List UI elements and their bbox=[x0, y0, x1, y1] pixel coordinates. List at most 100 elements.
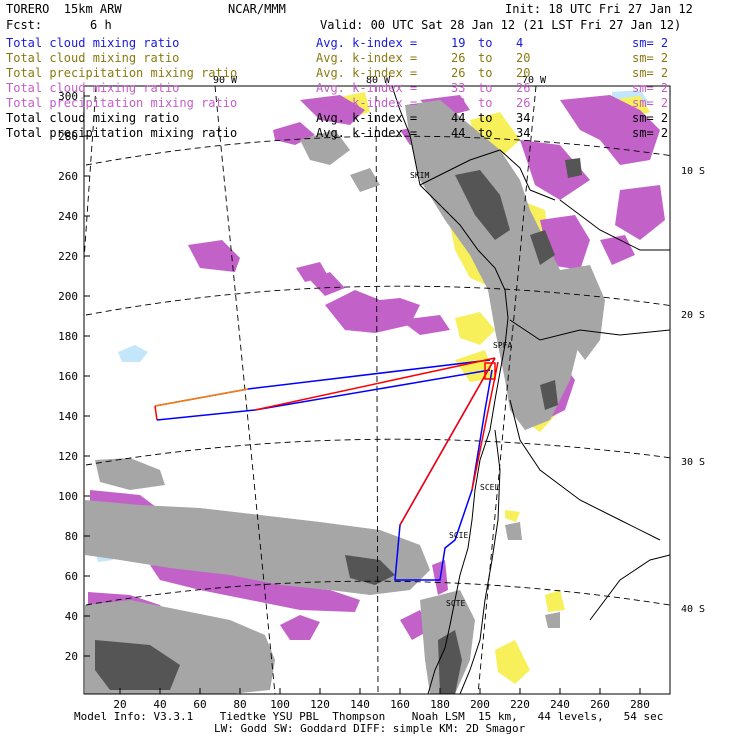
legend-field: Total cloud mixing ratio bbox=[6, 111, 180, 125]
track-red-coastal bbox=[471, 361, 499, 491]
y-tick-label: 20 bbox=[65, 650, 78, 663]
legend-b: 34 bbox=[516, 111, 531, 125]
x-tick-label: 100 bbox=[270, 698, 290, 711]
y-tick-label: 120 bbox=[58, 450, 78, 463]
legend-a: 26 bbox=[451, 66, 466, 80]
lon-label-90w: 90 W bbox=[213, 75, 238, 86]
legend-b: 20 bbox=[516, 66, 531, 80]
legend-sm: sm= 2 bbox=[632, 111, 669, 125]
y-tick-label: 160 bbox=[58, 370, 78, 383]
station-scte: SCTE bbox=[446, 599, 465, 608]
y-tick-label: 140 bbox=[58, 410, 78, 423]
weather-layers bbox=[85, 90, 665, 694]
x-tick-label: 80 bbox=[233, 698, 246, 711]
station-scie: SCIE bbox=[449, 531, 468, 540]
lat-label-10s: 10 S bbox=[681, 166, 705, 177]
legend-sm: sm= 2 bbox=[632, 96, 669, 110]
x-tick-label: 180 bbox=[430, 698, 450, 711]
legend-b: 34 bbox=[516, 126, 531, 140]
legend-field: Total cloud mixing ratio bbox=[6, 81, 180, 95]
center-label: NCAR/MMM bbox=[228, 2, 286, 16]
legend-sm: sm= 2 bbox=[632, 51, 669, 65]
legend-field: Total cloud mixing ratio bbox=[6, 36, 180, 50]
y-tick-label: 40 bbox=[65, 610, 78, 623]
fcst-value: 6 h bbox=[90, 18, 112, 32]
legend-field: Total precipitation mixing ratio bbox=[6, 126, 238, 140]
y-tick-label: 260 bbox=[58, 170, 78, 183]
y-tick-label: 100 bbox=[58, 490, 78, 503]
legend-a: 19 bbox=[451, 36, 466, 50]
track-red-south bbox=[399, 357, 496, 526]
x-tick-label: 240 bbox=[550, 698, 570, 711]
lon-label-80w: 80 W bbox=[366, 75, 391, 86]
track-red-box bbox=[484, 362, 496, 380]
station-spfa: SPFA bbox=[493, 341, 512, 350]
track-red-west bbox=[254, 357, 496, 411]
track-blue-south bbox=[394, 357, 496, 581]
legend-a: 44 bbox=[451, 111, 466, 125]
legend-to: to bbox=[478, 81, 493, 95]
legend-a: 33 bbox=[451, 96, 466, 110]
legend-b: 4 bbox=[516, 36, 524, 50]
legend-b: 20 bbox=[516, 51, 531, 65]
lat-label-40s: 40 S bbox=[681, 604, 705, 615]
footer-model-info: Model Info: V3.3.1 Tiedtke YSU PBL Thomp… bbox=[74, 710, 664, 723]
y-tick-label: 60 bbox=[65, 570, 78, 583]
legend-a: 44 bbox=[451, 126, 466, 140]
legend-field: Total precipitation mixing ratio bbox=[6, 66, 238, 80]
legend-b: 26 bbox=[516, 96, 531, 110]
legend-to: to bbox=[478, 36, 493, 50]
x-tick-label: 220 bbox=[510, 698, 530, 711]
legend-sm: sm= 2 bbox=[632, 126, 669, 140]
legend-stat: Avg. k-index = bbox=[316, 111, 418, 125]
fcst-label: Fcst: bbox=[6, 18, 43, 32]
cloud-ratio-dark bbox=[95, 158, 582, 694]
valid-time: Valid: 00 UTC Sat 28 Jan 12 (21 LST Fri … bbox=[320, 18, 682, 32]
legend-to: to bbox=[478, 96, 493, 110]
latlon-grid bbox=[84, 86, 670, 694]
legend-sm: sm= 2 bbox=[632, 66, 669, 80]
x-axis: 20 40 60 80 100 120 140 160 180 200 220 240 260 280 bbox=[113, 688, 650, 711]
legend-sm: sm= 2 bbox=[632, 81, 669, 95]
model-title: TORERO 15km ARW bbox=[6, 2, 122, 16]
station-scel: SCEL bbox=[480, 483, 499, 492]
legend-stat: Avg. k-index = bbox=[316, 51, 418, 65]
y-tick-label: 180 bbox=[58, 330, 78, 343]
legend-sm: sm= 2 bbox=[632, 36, 669, 50]
track-orange bbox=[154, 388, 249, 407]
legend-stat: Avg. k-index = bbox=[316, 81, 418, 95]
plot-frame bbox=[83, 85, 671, 695]
x-tick-label: 20 bbox=[113, 698, 126, 711]
legend-to: to bbox=[478, 66, 493, 80]
legend-stat: Avg. k-index = bbox=[316, 96, 418, 110]
y-tick-label: 200 bbox=[58, 290, 78, 303]
y-tick-label: 300 bbox=[58, 90, 78, 103]
legend-field: Total cloud mixing ratio bbox=[6, 51, 180, 65]
lat-label-30s: 30 S bbox=[681, 457, 705, 468]
flight-tracks bbox=[154, 357, 499, 581]
station-skim: SKIM bbox=[410, 171, 429, 180]
legend-stat: Avg. k-index = bbox=[316, 126, 418, 140]
footer-physics: LW: Godd SW: Goddard DIFF: simple KM: 2D… bbox=[214, 722, 526, 735]
y-tick-label: 280 bbox=[58, 130, 78, 143]
legend-to: to bbox=[478, 126, 493, 140]
coastline bbox=[391, 86, 670, 694]
legend-field: Total precipitation mixing ratio bbox=[6, 96, 238, 110]
x-tick-label: 260 bbox=[590, 698, 610, 711]
legend-a: 33 bbox=[451, 81, 466, 95]
legend-a: 26 bbox=[451, 51, 466, 65]
x-tick-label: 120 bbox=[310, 698, 330, 711]
y-tick-label: 80 bbox=[65, 530, 78, 543]
y-axis: 20 40 60 80 100 120 140 160 180 200 220 240 260 280 30… bbox=[58, 90, 90, 663]
legend-b: 26 bbox=[516, 81, 531, 95]
x-tick-label: 200 bbox=[470, 698, 490, 711]
lon-label-70w: 70 W bbox=[522, 75, 547, 86]
x-tick-label: 40 bbox=[153, 698, 166, 711]
x-tick-label: 60 bbox=[193, 698, 206, 711]
lat-label-20s: 20 S bbox=[681, 310, 705, 321]
legend-to: to bbox=[478, 111, 493, 125]
y-tick-label: 220 bbox=[58, 250, 78, 263]
track-red-west-end bbox=[154, 405, 158, 421]
y-tick-label: 240 bbox=[58, 210, 78, 223]
